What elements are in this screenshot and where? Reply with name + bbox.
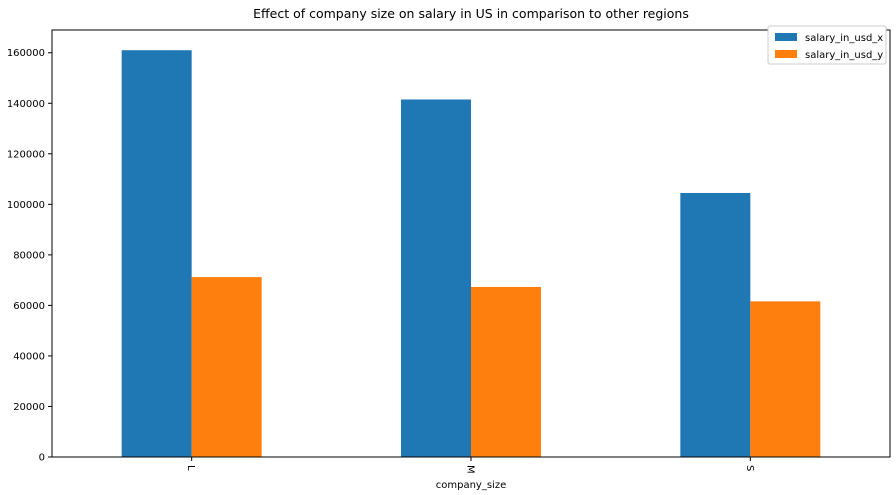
y-tick-label: 160000: [7, 48, 45, 59]
y-tick-label: 100000: [7, 200, 45, 211]
legend-label-salary_in_usd_x: salary_in_usd_x: [805, 33, 883, 44]
bar-salary_in_usd_x-L: [121, 50, 192, 458]
bar-salary_in_usd_x-S: [680, 192, 751, 457]
y-tick-label: 80000: [13, 250, 45, 261]
y-tick-label: 20000: [13, 402, 45, 413]
y-tick-label: 0: [39, 453, 45, 464]
legend-box: [767, 25, 887, 65]
legend-swatch-salary_in_usd_x: [775, 33, 797, 41]
x-axis-label: company_size: [436, 480, 506, 491]
y-tick-label: 60000: [13, 301, 45, 312]
x-tick-label: S: [744, 465, 755, 471]
legend-label-salary_in_usd_y: salary_in_usd_y: [805, 50, 883, 61]
y-tick-label: 120000: [7, 149, 45, 160]
bar-salary_in_usd_y-M: [471, 286, 541, 457]
bar-salary_in_usd_x-M: [401, 99, 471, 458]
bars-group: [121, 50, 821, 458]
x-tick-label: L: [185, 465, 196, 471]
chart-title: Effect of company size on salary in US i…: [253, 6, 689, 21]
bar-salary_in_usd_y-L: [191, 277, 262, 457]
y-tick-label: 140000: [7, 99, 45, 110]
y-axis: 0 20000 40000 60000 80000 100000 120000 140000 1…: [7, 48, 52, 464]
bar-salary_in_usd_y-S: [750, 301, 821, 457]
legend-swatch-salary_in_usd_y: [775, 50, 797, 58]
x-tick-label: M: [465, 465, 476, 474]
legend: salary_in_usd_x salary_in_usd_y: [767, 25, 887, 65]
y-tick-label: 40000: [13, 351, 45, 362]
